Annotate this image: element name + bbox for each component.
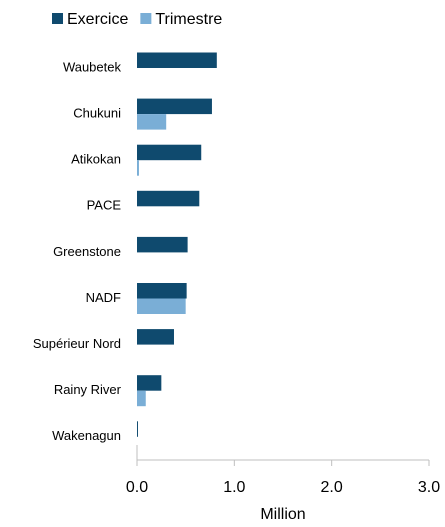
y-tick-label: Wakenagun: [52, 428, 121, 443]
legend-label: Exercice: [67, 11, 128, 28]
bar: [137, 298, 186, 314]
bar: [137, 421, 138, 437]
bar: [137, 98, 212, 115]
bar: [137, 144, 202, 161]
y-tick-label: NADF: [86, 290, 121, 305]
bar: [137, 390, 146, 407]
legend-label: Trimestre: [155, 11, 222, 28]
legend-swatch: [52, 13, 63, 24]
x-tick-label: 2.0: [321, 479, 343, 496]
y-tick-label: Chukuni: [73, 106, 121, 121]
y-tick-label: Greenstone: [53, 244, 121, 259]
y-tick-label: Rainy River: [54, 382, 122, 397]
y-tick-label: Supérieur Nord: [33, 336, 121, 351]
bar: [137, 375, 162, 391]
bar: [137, 190, 200, 207]
y-tick-label: PACE: [87, 198, 122, 213]
bar: [137, 52, 217, 68]
x-tick-label: 1.0: [223, 479, 245, 496]
bar: [137, 236, 188, 253]
y-tick-label: Atikokan: [71, 152, 121, 167]
x-tick-label: 3.0: [418, 479, 440, 496]
y-tick-label: Waubetek: [63, 59, 122, 74]
bar: [137, 283, 187, 299]
bar: [137, 114, 167, 130]
x-tick-label: 0.0: [126, 479, 148, 496]
bar: [137, 160, 139, 176]
bar: [137, 329, 174, 345]
legend-swatch: [140, 13, 152, 24]
x-axis-label: Million: [260, 506, 305, 523]
